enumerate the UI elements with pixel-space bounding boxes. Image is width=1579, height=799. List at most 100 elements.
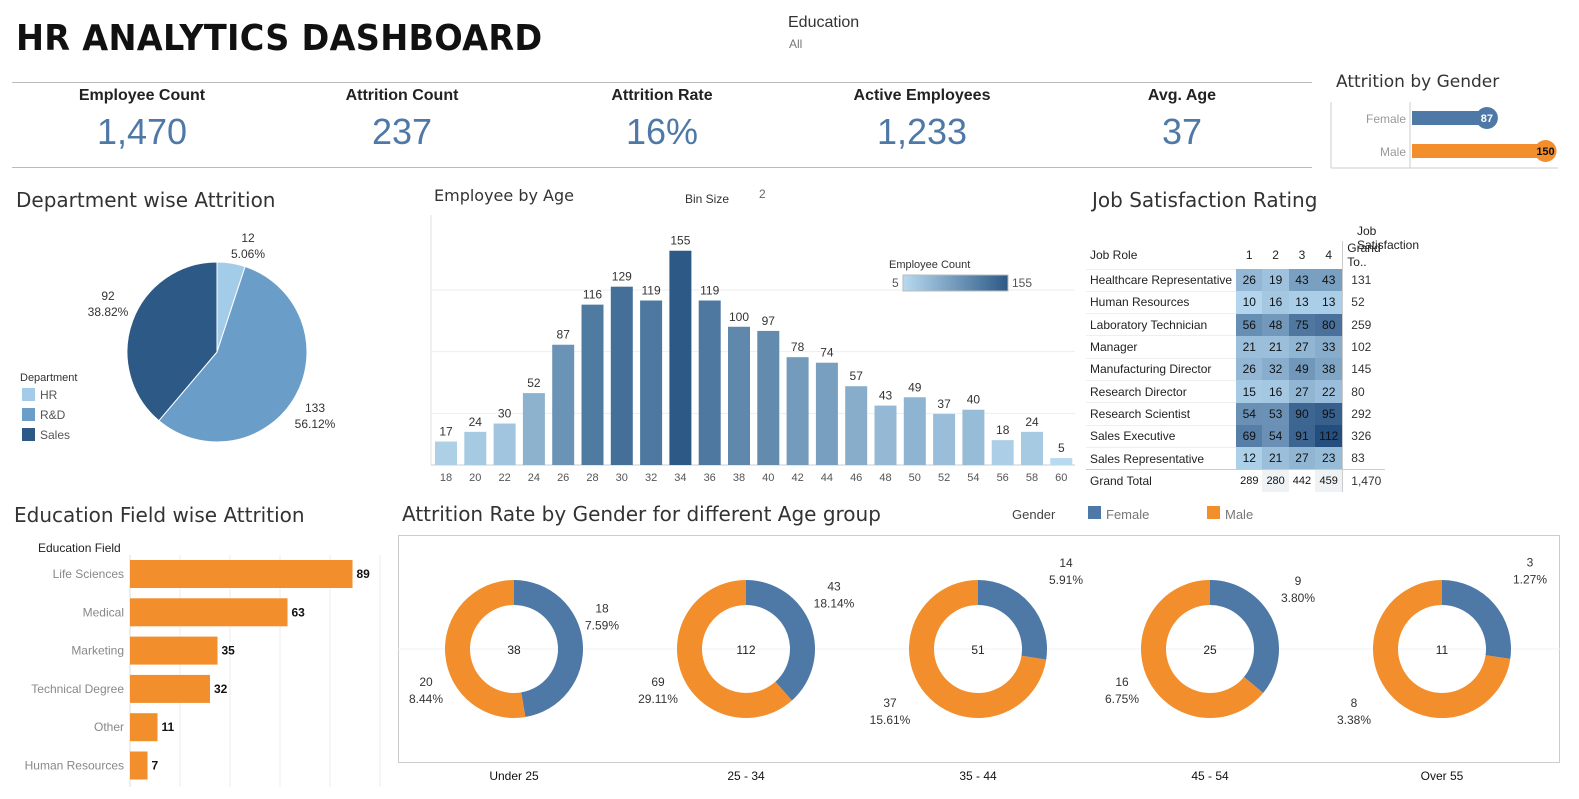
donut-center-total: 51: [971, 643, 985, 657]
job-table: Job Role 1 2 3 4 Grand To.. Healthcare R…: [1086, 241, 1386, 492]
job-heat-cell: 95: [1315, 402, 1343, 426]
department-pie-chart: 12 5.06% 133 56.12% 92 38.82% Department HR R&D S…: [20, 231, 336, 443]
age-bar-value-label: 40: [967, 393, 981, 407]
age-bar-value-label: 57: [850, 369, 864, 383]
pie-pct-label: 56.12%: [295, 417, 336, 431]
job-heat-cell: 112: [1315, 425, 1343, 448]
age-bar: [845, 386, 868, 465]
education-value-label: 89: [357, 567, 371, 581]
age-bar-value-label: 43: [879, 389, 893, 403]
age-title: Employee by Age: [434, 186, 574, 205]
education-bar: [130, 674, 210, 703]
education-value-label: 11: [162, 720, 175, 734]
age-bar: [962, 409, 985, 465]
job-heat-cell: 13: [1288, 291, 1316, 314]
kpi-avg-age: Avg. Age 37: [1052, 83, 1312, 153]
grand-total-cell: 280: [1262, 469, 1289, 492]
job-row-total-cell: 292: [1342, 402, 1386, 426]
donut-center-total: 11: [1436, 643, 1449, 657]
donut-segment-female: [1210, 580, 1279, 693]
agegroup-title: Attrition Rate by Gender for different A…: [402, 502, 881, 526]
age-bar: [933, 413, 956, 465]
grand-total-label: Grand Total: [1086, 469, 1237, 492]
age-bar: [728, 326, 750, 465]
donut-segment-female: [1442, 580, 1511, 659]
age-tick-label: 20: [469, 472, 481, 484]
age-bar-value-label: 24: [469, 415, 483, 429]
donut-male-pct: 6.75%: [1105, 692, 1139, 706]
age-bar: [874, 405, 897, 465]
age-legend-min: 5: [892, 276, 899, 290]
education-filter-value[interactable]: All: [789, 37, 803, 51]
education-category-label: Technical Degree: [31, 682, 124, 696]
age-tick-label: 34: [674, 472, 686, 484]
donut-female-value: 18: [595, 601, 609, 615]
job-row-total-cell: 259: [1342, 313, 1386, 336]
age-bar-value-label: 78: [791, 340, 805, 354]
bin-size-value[interactable]: 2: [759, 187, 766, 201]
legend-label-female: Female: [1106, 507, 1150, 522]
education-category-label: Life Sciences: [53, 567, 124, 581]
education-axis-title: Education Field: [38, 541, 121, 555]
donut-center-total: 25: [1203, 643, 1217, 657]
department-legend-label: Sales: [40, 428, 70, 442]
age-tick-label: 24: [528, 472, 540, 484]
gender-category-label: Female: [1366, 112, 1406, 126]
job-heat-cell: 38: [1315, 358, 1343, 381]
age-tick-label: 52: [938, 472, 950, 484]
gender-bars: Female 87 Male 150: [1366, 107, 1557, 162]
donut-male-value: 8: [1351, 696, 1358, 710]
age-tick-label: 56: [997, 472, 1009, 484]
age-bar: [815, 362, 838, 465]
age-bar: [610, 286, 633, 465]
age-bar-chart: 17 18 24 20 30 22 52 24 87 26 116 28 129 30 119 32 155 34…: [430, 215, 1075, 484]
age-bar-value-label: 97: [762, 314, 776, 328]
job-role-cell: Research Director: [1086, 379, 1237, 403]
department-legend-swatch: [22, 428, 35, 441]
job-table-row: Healthcare Representative 26 19 43 43 131: [1086, 268, 1386, 292]
pie-value-label: 12: [241, 231, 255, 245]
donut-group-label: Under 25: [489, 769, 539, 783]
col-header-role: Job Role: [1090, 247, 1138, 262]
job-heat-cell: 23: [1315, 447, 1343, 470]
age-tick-label: 42: [791, 472, 803, 484]
job-row-total-cell: 83: [1342, 447, 1386, 470]
age-tick-label: 18: [440, 472, 452, 484]
job-heat-cell: 12: [1236, 447, 1263, 470]
gender-bar-cap: [1534, 140, 1557, 162]
grand-total-cell: 289: [1236, 469, 1263, 492]
gender-chart: Female 87 Male 150: [1330, 102, 1558, 169]
age-bar: [522, 393, 545, 465]
age-tick-label: 60: [1055, 472, 1067, 484]
gender-bar-cap: [1475, 107, 1498, 129]
age-bar: [552, 344, 575, 465]
age-bar-value-label: 30: [498, 407, 512, 421]
education-value-label: 35: [222, 644, 236, 658]
age-legend-bar: [902, 274, 1009, 292]
age-tick-label: 38: [733, 472, 745, 484]
donut-female-pct: 5.91%: [1049, 573, 1083, 587]
department-legend-swatch: [22, 408, 35, 421]
donut-segment-female: [978, 580, 1047, 660]
job-heat-cell: 27: [1288, 335, 1316, 359]
age-tick-label: 22: [498, 472, 510, 484]
donut-male-pct: 8.44%: [409, 692, 443, 706]
education-category-label: Marketing: [71, 644, 124, 658]
legend-swatch-male: [1207, 506, 1220, 519]
gender-legend-title: Gender: [1012, 507, 1056, 522]
job-heat-cell: 56: [1236, 313, 1263, 336]
age-tick-label: 36: [704, 472, 716, 484]
job-heat-cell: 91: [1288, 425, 1316, 448]
education-bar: [130, 751, 148, 780]
job-heat-cell: 43: [1288, 269, 1316, 292]
donut-male-pct: 29.11%: [638, 692, 678, 706]
job-row-total-cell: 145: [1342, 358, 1386, 381]
pie-value-label: 92: [101, 289, 115, 303]
education-bar: [130, 713, 158, 742]
donut-center-total: 38: [507, 643, 521, 657]
kpi-employee-count: Employee Count 1,470: [12, 83, 272, 153]
donut-female-pct: 3.80%: [1281, 591, 1315, 605]
gender-value-label: 87: [1481, 113, 1493, 125]
kpi-label: Attrition Rate: [611, 87, 713, 104]
job-role-cell: Healthcare Representative: [1086, 268, 1237, 292]
